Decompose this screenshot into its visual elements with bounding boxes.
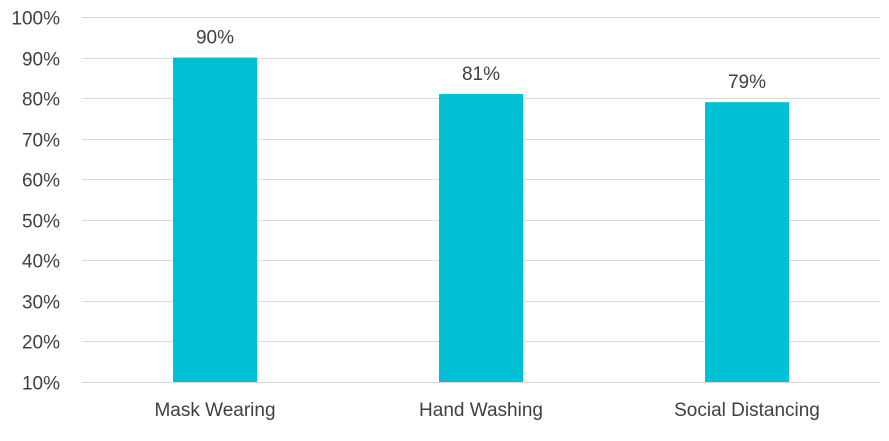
y-tick-label: 60% — [22, 171, 60, 192]
y-tick-label: 30% — [22, 293, 60, 314]
y-tick-label: 20% — [22, 333, 60, 354]
y-tick-label: 70% — [22, 131, 60, 152]
bar — [439, 94, 523, 383]
y-tick-label: 10% — [22, 374, 60, 395]
bars — [173, 57, 789, 383]
data-label: 79% — [728, 72, 766, 93]
data-label: 90% — [196, 28, 234, 49]
y-tick-label: 100% — [11, 9, 60, 30]
bar — [173, 57, 257, 383]
x-category-label: Social Distancing — [674, 400, 820, 421]
y-tick-label: 80% — [22, 90, 60, 111]
y-tick-label: 40% — [22, 252, 60, 273]
x-category-label: Hand Washing — [419, 400, 543, 421]
x-category-label: Mask Wearing — [154, 400, 275, 421]
y-axis-tick-labels: 10% 20% 30% 40% 50% 60% 70% 80% 90% 100% — [11, 9, 60, 395]
data-label: 81% — [462, 64, 500, 85]
y-tick-label: 90% — [22, 50, 60, 71]
bar — [705, 102, 789, 383]
x-axis-category-labels: Mask Wearing Hand Washing Social Distancin… — [154, 400, 819, 421]
data-labels: 90% 81% 79% — [196, 28, 766, 94]
y-tick-label: 50% — [22, 212, 60, 233]
